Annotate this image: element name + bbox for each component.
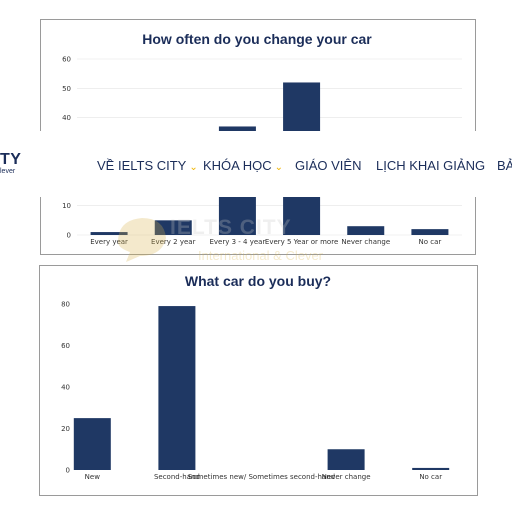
chevron-down-icon: ⌄	[189, 162, 198, 173]
nav-item-more[interactable]: BẢ	[497, 158, 512, 173]
nav-item-about[interactable]: VỀ IELTS CITY ⌄	[97, 158, 198, 173]
nav-item-schedule[interactable]: LỊCH KHAI GIẢNG	[376, 158, 485, 173]
y-tick-label: 40	[61, 384, 70, 392]
bar-no-car	[412, 467, 450, 470]
y-tick-label: 80	[61, 301, 70, 309]
chart-car-type: What car do you buy? 0 20 40 60 80 New Second-h…	[39, 265, 478, 496]
y-tick-label: 60	[61, 342, 70, 350]
nav-item-more-label: BẢ	[497, 158, 512, 173]
x-tick-label: No car	[419, 238, 442, 246]
x-tick-label: Second-hand	[154, 473, 200, 481]
bar-never-change	[327, 449, 365, 470]
chevron-down-icon: ⌄	[274, 162, 284, 173]
x-tick-label: Sometimes new/ Sometimes second-hand	[188, 473, 335, 481]
nav-item-teachers[interactable]: GIÁO VIÊN	[295, 158, 361, 173]
bar-never-change	[347, 226, 385, 235]
x-tick-label: Every 5 Year or more	[265, 238, 338, 246]
x-tick-label: Never change	[341, 238, 390, 246]
y-tick-label: 0	[66, 467, 70, 475]
nav-item-about-label: VỀ IELTS CITY	[97, 158, 187, 173]
nav-item-teachers-label: GIÁO VIÊN	[295, 158, 362, 173]
x-tick-label: Every 2 year	[151, 238, 196, 246]
x-tick-label: Every year	[90, 238, 128, 246]
bar-second-hand	[158, 306, 196, 470]
x-tick-label: Every 3 - 4 year	[209, 238, 265, 246]
x-tick-label: Never change	[322, 473, 371, 481]
site-logo[interactable]: TY	[0, 151, 22, 168]
y-tick-label: 40	[62, 114, 71, 122]
nav-item-schedule-label: LỊCH KHAI GIẢNG	[376, 158, 486, 173]
bar-every-2-year	[154, 220, 192, 235]
nav-item-courses[interactable]: KHÓA HỌC ⌄	[203, 158, 283, 173]
y-tick-label: 0	[67, 232, 71, 240]
y-tick-label: 10	[62, 202, 71, 210]
y-tick-label: 20	[61, 425, 70, 433]
bar-no-car	[411, 229, 449, 235]
chart-car-type-svg: What car do you buy? 0 20 40 60 80 New Second-h…	[61, 273, 450, 481]
y-tick-label: 50	[62, 85, 71, 93]
site-logo-tagline: lever	[0, 168, 16, 175]
chart-title: How often do you change your car	[142, 31, 372, 47]
x-tick-label: No car	[419, 473, 442, 481]
chart-title: What car do you buy?	[185, 273, 331, 289]
x-tick-label: New	[85, 473, 101, 481]
bar-new	[73, 418, 111, 470]
nav-item-courses-label: KHÓA HỌC	[203, 158, 272, 173]
bar-every-year	[90, 232, 128, 235]
site-header: TY lever VỀ IELTS CITY ⌄ KHÓA HỌC ⌄ GIÁO V…	[0, 131, 512, 197]
y-tick-label: 60	[62, 56, 71, 64]
